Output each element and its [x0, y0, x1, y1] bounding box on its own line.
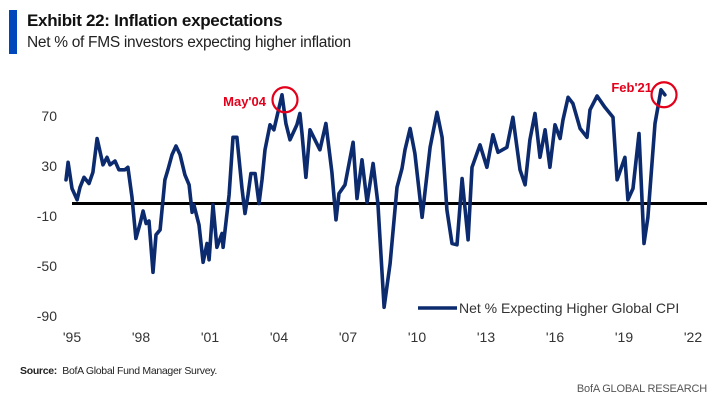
x-tick-label: '13	[477, 329, 495, 345]
source-note: Source: BofA Global Fund Manager Survey.	[20, 365, 217, 377]
brand-footer: BofA GLOBAL RESEARCH	[576, 383, 707, 395]
source-text: BofA Global Fund Manager Survey.	[62, 365, 218, 377]
x-tick-label: '01	[201, 329, 219, 345]
x-tick-label: '16	[546, 329, 564, 345]
y-tick-label: -10	[37, 208, 57, 224]
x-tick-label: '10	[408, 329, 426, 345]
chart-title: Exhibit 22: Inflation expectations	[27, 11, 283, 30]
x-tick-label: '98	[132, 329, 150, 345]
y-tick-label: 30	[41, 158, 57, 174]
y-tick-label: -50	[37, 258, 57, 274]
y-tick-label: 70	[41, 108, 57, 124]
x-tick-label: '04	[270, 329, 288, 345]
x-tick-label: '19	[615, 329, 633, 345]
brand-accent-bar	[9, 10, 17, 54]
y-tick-label: -90	[37, 308, 57, 324]
annotation-circle	[650, 81, 678, 109]
x-tick-label: '95	[63, 329, 81, 345]
series-line	[64, 88, 667, 310]
annotation-label: May'04	[223, 94, 267, 109]
annotation-label: Feb'21	[611, 80, 652, 95]
x-tick-label: '07	[339, 329, 357, 345]
chart-subtitle: Net % of FMS investors expecting higher …	[27, 34, 351, 51]
legend-label: Net % Expecting Higher Global CPI	[459, 300, 679, 316]
x-tick-label: '22	[684, 329, 702, 345]
annotation-circle	[271, 86, 299, 114]
source-label: Source:	[20, 365, 57, 377]
